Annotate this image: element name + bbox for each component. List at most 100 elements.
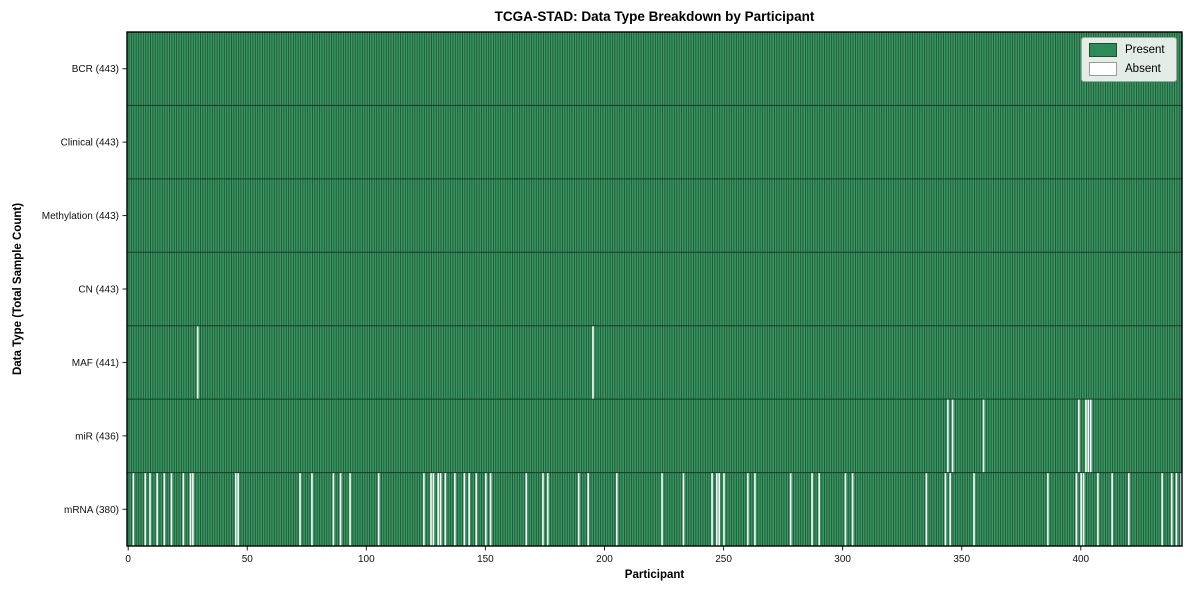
absent-mark-mRNA [1082, 472, 1085, 546]
present-swatch-icon [1089, 43, 1117, 57]
absent-mark-mRNA [1161, 472, 1163, 546]
absent-mark-mRNA [439, 472, 442, 546]
absent-mark-mRNA [163, 472, 166, 546]
x-tick-label: 250 [715, 554, 732, 565]
absent-mark-mRNA [546, 472, 549, 546]
absent-mark-mRNA [339, 472, 342, 546]
y-tick-label: Clinical (443) [61, 138, 119, 149]
absent-mark-mRNA [1075, 472, 1078, 546]
absent-mark-mRNA [468, 472, 470, 546]
absent-mark-mRNA [1111, 472, 1113, 546]
absent-mark-miR [1085, 399, 1087, 473]
absent-mark-mRNA [944, 472, 947, 546]
absent-mark-miR [947, 399, 949, 473]
absent-mark-mRNA [682, 472, 685, 546]
absent-mark-mRNA [170, 472, 173, 546]
absent-mark-mRNA [1047, 472, 1049, 546]
absent-mark-mRNA [192, 472, 194, 546]
absent-mark-mRNA [332, 472, 335, 546]
absent-mark-mRNA [132, 472, 135, 546]
x-tick-label: 50 [242, 554, 254, 565]
y-tick-label: BCR (443) [72, 64, 119, 75]
absent-mark-mRNA [463, 472, 466, 546]
y-tick-label: Methylation (443) [42, 211, 119, 222]
plot-frame [126, 31, 1183, 547]
legend-item-absent: Absent [1089, 62, 1168, 76]
absent-mark-mRNA [711, 472, 713, 546]
row-band-mRNA [127, 472, 1182, 546]
absent-mark-mRNA [525, 472, 528, 546]
absent-mark-mRNA [432, 472, 435, 546]
absent-mark-mRNA [949, 472, 951, 546]
absent-mark-mRNA [818, 472, 821, 546]
x-tick-label: 350 [953, 554, 970, 565]
absent-mark-mRNA [587, 472, 590, 546]
absent-mark-mRNA [718, 472, 720, 546]
absent-mark-mRNA [349, 472, 351, 546]
absent-mark-mRNA [437, 472, 439, 546]
absent-mark-MAF [592, 325, 594, 400]
absent-mark-mRNA [851, 472, 854, 546]
row-band-BCR [127, 32, 1182, 106]
absent-mark-miR [1078, 399, 1080, 473]
absent-mark-mRNA [973, 472, 975, 546]
absent-mark-mRNA [1170, 472, 1173, 546]
absent-mark-miR [951, 399, 954, 473]
absent-mark-mRNA [149, 472, 151, 546]
y-tick-label: miR (436) [75, 431, 119, 442]
absent-mark-mRNA [716, 472, 718, 546]
absent-mark-mRNA [844, 472, 847, 546]
absent-mark-mRNA [430, 472, 432, 546]
absent-mark-mRNA [746, 472, 749, 546]
absent-mark-mRNA [723, 472, 725, 546]
absent-mark-mRNA [616, 472, 618, 546]
absent-mark-MAF [196, 325, 199, 400]
y-tick-label: mRNA (380) [64, 505, 119, 516]
absent-mark-mRNA [925, 472, 928, 546]
absent-mark-mRNA [577, 472, 580, 546]
x-axis-title: Participant [624, 569, 685, 581]
x-tick-label: 300 [834, 554, 851, 565]
y-tick-label: MAF (441) [72, 358, 119, 369]
absent-mark-miR [982, 399, 985, 473]
absent-mark-mRNA [754, 472, 756, 546]
absent-mark-miR [1087, 399, 1090, 473]
row-band-miR [127, 399, 1182, 473]
x-tick-label: 400 [1072, 554, 1089, 565]
absent-mark-mRNA [1097, 472, 1099, 546]
x-tick-label: 200 [596, 554, 613, 565]
x-tick-label: 100 [358, 554, 375, 565]
absent-mark-mRNA [237, 472, 239, 546]
absent-mark-mRNA [454, 472, 456, 546]
legend-item-present: Present [1089, 43, 1168, 57]
legend-label-absent: Absent [1125, 63, 1161, 75]
y-axis-title: Data Type (Total Sample Count) [12, 202, 24, 376]
row-band-Clinical [127, 105, 1182, 179]
legend: Present Absent [1081, 37, 1177, 82]
absent-mark-mRNA [661, 472, 663, 546]
absent-mark-mRNA [189, 472, 192, 546]
row-band-CN [127, 252, 1182, 326]
absent-mark-mRNA [1180, 472, 1182, 546]
absent-mark-mRNA [1080, 472, 1082, 546]
x-tick-label: 0 [125, 554, 131, 565]
absent-mark-mRNA [1128, 472, 1130, 546]
legend-label-present: Present [1125, 44, 1165, 56]
row-band-MAF [127, 325, 1182, 400]
x-tick-label: 150 [477, 554, 494, 565]
chart-title: TCGA-STAD: Data Type Breakdown by Partic… [494, 9, 815, 24]
absent-mark-mRNA [156, 472, 158, 546]
absent-mark-mRNA [811, 472, 813, 546]
absent-mark-mRNA [1175, 472, 1178, 546]
absent-mark-mRNA [489, 472, 492, 546]
absent-mark-mRNA [311, 472, 313, 546]
y-tick-label: CN (443) [78, 285, 119, 296]
absent-mark-mRNA [423, 472, 425, 546]
absent-swatch-icon [1089, 62, 1117, 76]
absent-mark-miR [1089, 399, 1092, 473]
absent-mark-mRNA [444, 472, 447, 546]
absent-mark-mRNA [234, 472, 237, 546]
row-band-Methylation [127, 178, 1182, 253]
absent-mark-mRNA [542, 472, 544, 546]
